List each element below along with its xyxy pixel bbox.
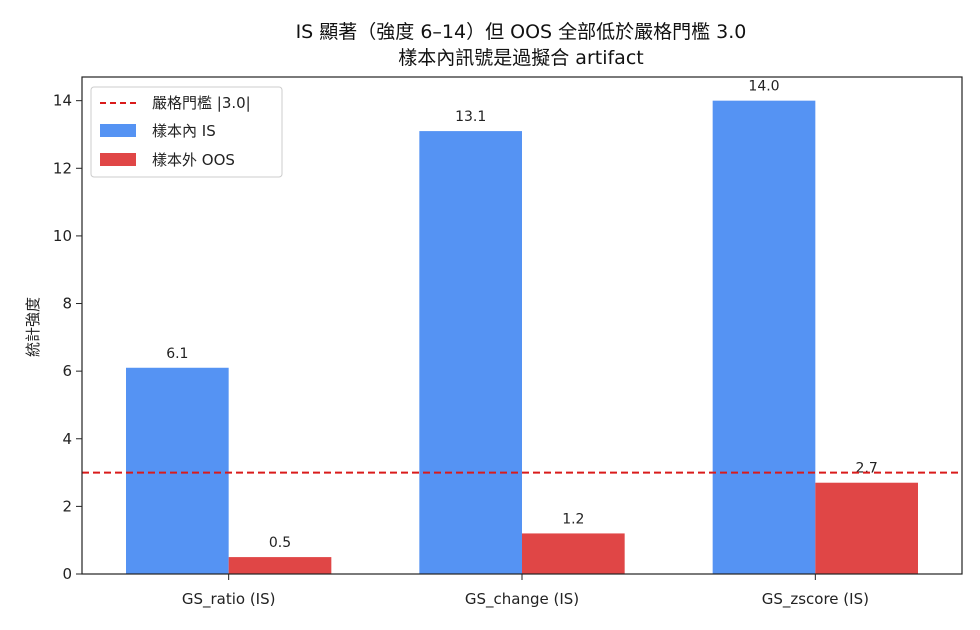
- legend-is-label: 樣本內 IS: [152, 122, 216, 140]
- y-tick-label: 0: [62, 565, 72, 583]
- y-tick-label: 12: [53, 159, 72, 177]
- y-tick-label: 8: [62, 295, 72, 313]
- plot-frame: [81, 76, 963, 575]
- data-label: 1.2: [562, 511, 584, 527]
- y-tick-label: 6: [62, 362, 72, 380]
- legend: 嚴格門檻 |3.0| 樣本內 IS 樣本外 OOS: [90, 86, 283, 178]
- legend-oos-swatch: [100, 153, 136, 166]
- bar-oos: [815, 482, 918, 574]
- y-tick-label: 14: [53, 92, 72, 110]
- plot-area: 0 2 4 6 8 10 12 14 GS_ratio (IS) 6.1 0.5 GS_change …: [53, 79, 962, 609]
- chart-subtitle: 樣本內訊號是過擬合 artifact: [398, 47, 643, 69]
- y-tick-label: 2: [62, 497, 72, 515]
- chart-title: IS 顯著（強度 6–14）但 OOS 全部低於嚴格門檻 3.0: [296, 21, 747, 43]
- legend-is-swatch: [100, 124, 136, 137]
- x-tick-label: GS_ratio (IS): [182, 590, 276, 609]
- y-tick-label: 4: [62, 430, 72, 448]
- legend-threshold-label: 嚴格門檻 |3.0|: [152, 94, 251, 112]
- bar-oos: [228, 557, 332, 574]
- bar-is: [126, 367, 229, 574]
- y-axis-label: 統計強度: [24, 297, 42, 357]
- legend-box: [90, 86, 283, 178]
- legend-oos-label: 樣本外 OOS: [152, 151, 235, 169]
- x-tick-label: GS_change (IS): [465, 590, 579, 609]
- bar-is: [419, 131, 522, 574]
- x-tick-label: GS_zscore (IS): [762, 590, 869, 609]
- bar-oos: [522, 533, 625, 574]
- data-label: 14.0: [748, 79, 779, 95]
- bar-is: [712, 100, 816, 575]
- data-label: 13.1: [455, 109, 486, 125]
- y-tick-label: 10: [53, 227, 72, 245]
- data-label: 2.7: [856, 461, 878, 477]
- data-label: 0.5: [269, 535, 291, 551]
- data-label: 6.1: [166, 346, 188, 362]
